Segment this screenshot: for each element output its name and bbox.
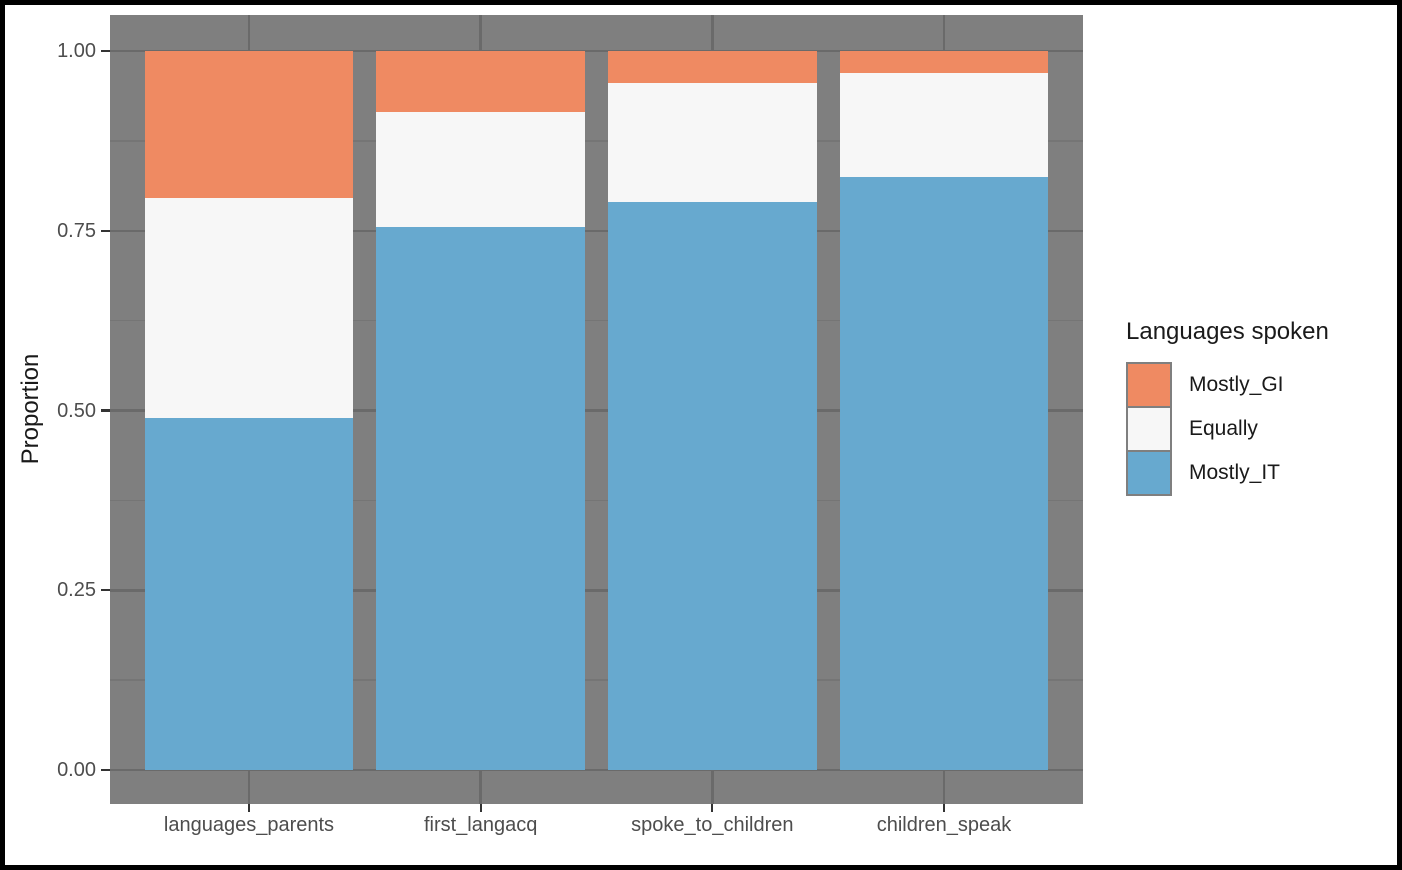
y-axis-tick bbox=[101, 229, 110, 232]
y-tick-label: 0.75 bbox=[57, 219, 96, 242]
minor-gridline bbox=[110, 499, 1083, 502]
bar-segment-mostly_gi bbox=[839, 51, 1049, 73]
y-tick-label: 0.00 bbox=[57, 759, 96, 781]
y-axis-tick bbox=[101, 589, 110, 592]
legend-label-mostly_gi: Mostly_GI bbox=[1189, 373, 1284, 396]
x-tick-label: children_speak bbox=[876, 814, 1012, 836]
legend: Languages spoken Mostly_GI Equally Mostly_… bbox=[1126, 318, 1329, 496]
y-tick-label: 0.25 bbox=[57, 579, 96, 602]
x-axis-tick bbox=[711, 804, 714, 812]
bar-segment-mostly_it bbox=[376, 227, 585, 770]
bar-segment-mostly_it bbox=[839, 176, 1049, 770]
major-gridline bbox=[110, 589, 1083, 592]
bar-children_speak bbox=[839, 51, 1049, 770]
legend-item-mostly_gi: Mostly_GI bbox=[1126, 362, 1329, 408]
legend-label-mostly_it: Mostly_IT bbox=[1189, 461, 1281, 484]
bar-segment-equally bbox=[839, 72, 1049, 177]
x-tick-label: spoke_to_children bbox=[631, 814, 794, 836]
legend-swatch-mostly_it bbox=[1126, 450, 1172, 496]
bar-segment-mostly_gi bbox=[608, 51, 817, 84]
bar-segment-mostly_it bbox=[608, 201, 817, 770]
plot-panel bbox=[110, 15, 1083, 804]
legend-item-equally: Equally bbox=[1126, 406, 1329, 452]
bar-first_langacq bbox=[376, 51, 585, 770]
legend-swatch-equally bbox=[1126, 406, 1172, 452]
x-axis-tick bbox=[942, 804, 946, 812]
bar-languages_parents bbox=[144, 51, 354, 770]
bar-spoke_to_children bbox=[608, 51, 817, 770]
minor-gridline bbox=[110, 679, 1083, 681]
bar-segment-mostly_it bbox=[144, 417, 354, 770]
bar-segment-mostly_gi bbox=[376, 51, 585, 113]
y-tick-label: 1.00 bbox=[57, 40, 96, 62]
x-tick-label: first_langacq bbox=[423, 814, 538, 836]
minor-gridline bbox=[110, 319, 1083, 322]
major-gridline bbox=[110, 409, 1083, 412]
legend-item-mostly_it: Mostly_IT bbox=[1126, 450, 1329, 496]
major-gridline bbox=[110, 768, 1083, 772]
y-axis-tick bbox=[101, 409, 110, 412]
bar-segment-equally bbox=[144, 198, 354, 418]
y-tick-label: 0.50 bbox=[57, 399, 96, 422]
bar-segment-mostly_gi bbox=[144, 51, 354, 199]
x-tick-label: languages_parents bbox=[163, 814, 335, 836]
x-axis-tick bbox=[247, 804, 251, 812]
minor-gridline bbox=[110, 140, 1083, 142]
legend-items: Mostly_GI Equally Mostly_IT bbox=[1126, 362, 1329, 496]
major-gridline bbox=[110, 229, 1083, 232]
bar-segment-equally bbox=[608, 83, 817, 202]
bar-segment-equally bbox=[376, 112, 585, 228]
major-gridline bbox=[110, 49, 1083, 53]
legend-title: Languages spoken bbox=[1126, 318, 1329, 345]
y-axis-tick bbox=[101, 49, 110, 53]
y-axis-tick bbox=[101, 768, 110, 772]
legend-label-equally: Equally bbox=[1189, 417, 1258, 440]
x-axis-tick bbox=[479, 804, 482, 812]
legend-swatch-mostly_gi bbox=[1126, 362, 1172, 408]
